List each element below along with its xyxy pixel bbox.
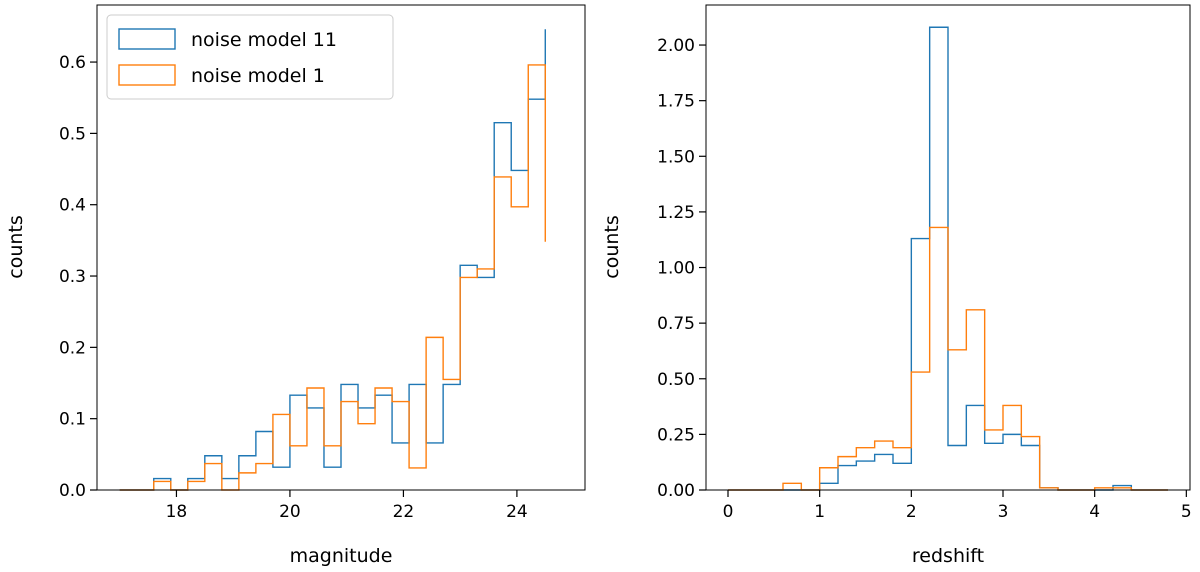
- magnitude-axes-frame: [96, 4, 586, 491]
- magnitude-y-tick-label: 0.3: [59, 267, 86, 287]
- redshift-x-tick-label: 5: [1181, 502, 1192, 522]
- redshift-y-tick-label: 1.50: [657, 147, 695, 167]
- redshift-x-tick-label: 2: [906, 502, 917, 522]
- legend-swatch-noise-model-1: [118, 64, 176, 86]
- redshift-x-tick-label: 1: [814, 502, 825, 522]
- redshift-x-axis-label: redshift: [912, 545, 984, 567]
- redshift-axis-ticks: 0 1 2 3 4 5 0.00 0.25 0.50 0.75 1.00 1.25 1.50 1.75 2.…: [657, 36, 1192, 522]
- legend-label-noise-model-1: noise model 1: [191, 65, 325, 87]
- magnitude-y-tick-label: 0.6: [59, 53, 86, 73]
- magnitude-x-tick-label: 20: [279, 502, 301, 522]
- magnitude-x-axis-label: magnitude: [290, 545, 393, 567]
- magnitude-series-noise-model-1: [119, 64, 546, 491]
- redshift-x-tick-label: 4: [1089, 502, 1100, 522]
- redshift-y-axis-label: counts: [601, 215, 623, 279]
- redshift-x-tick-label: 0: [723, 502, 734, 522]
- redshift-y-tick-label: 0.50: [657, 370, 695, 390]
- redshift-histogram-panel: 0 1 2 3 4 5 0.00 0.25 0.50 0.75 1.00 1.25 1.50 1.75 2.…: [601, 4, 1192, 567]
- redshift-y-tick-label: 0.75: [657, 314, 695, 334]
- magnitude-y-axis-label: counts: [5, 215, 27, 279]
- magnitude-histogram-panel: 18 20 22 240.00.10.20.30.40.50.6 magnitude …: [5, 4, 586, 567]
- legend-label-noise-model-11: noise model 11: [191, 29, 337, 51]
- magnitude-y-tick-label: 0.1: [59, 410, 86, 430]
- magnitude-histogram-series: [119, 29, 546, 491]
- magnitude-y-tick-label: 0.0: [59, 481, 86, 501]
- magnitude-y-tick-label: 0.4: [59, 196, 86, 216]
- legend-box: [106, 14, 394, 100]
- magnitude-y-tick-label: 0.5: [59, 124, 86, 144]
- redshift-x-tick-label: 3: [998, 502, 1009, 522]
- redshift-y-tick-label: 1.25: [657, 203, 695, 223]
- magnitude-y-tick-label: 0.2: [59, 338, 86, 358]
- magnitude-x-tick-label: 18: [166, 502, 188, 522]
- redshift-y-tick-label: 1.75: [657, 92, 695, 112]
- redshift-y-tick-label: 0.00: [657, 481, 695, 501]
- redshift-y-tick-label: 1.00: [657, 259, 695, 279]
- redshift-y-tick-label: 2.00: [657, 36, 695, 56]
- legend: noise model 11 noise model 1: [106, 14, 394, 100]
- legend-swatch-noise-model-11: [118, 28, 176, 50]
- magnitude-axis-ticks: 18 20 22 24 0.0 0.1 0.2 0.3 0.4 0.5 0.6: [59, 53, 528, 522]
- redshift-y-tick-label: 0.25: [657, 425, 695, 445]
- magnitude-x-tick-label: 22: [393, 502, 415, 522]
- redshift-axes-frame: [705, 4, 1191, 491]
- magnitude-x-tick-label: 24: [506, 502, 528, 522]
